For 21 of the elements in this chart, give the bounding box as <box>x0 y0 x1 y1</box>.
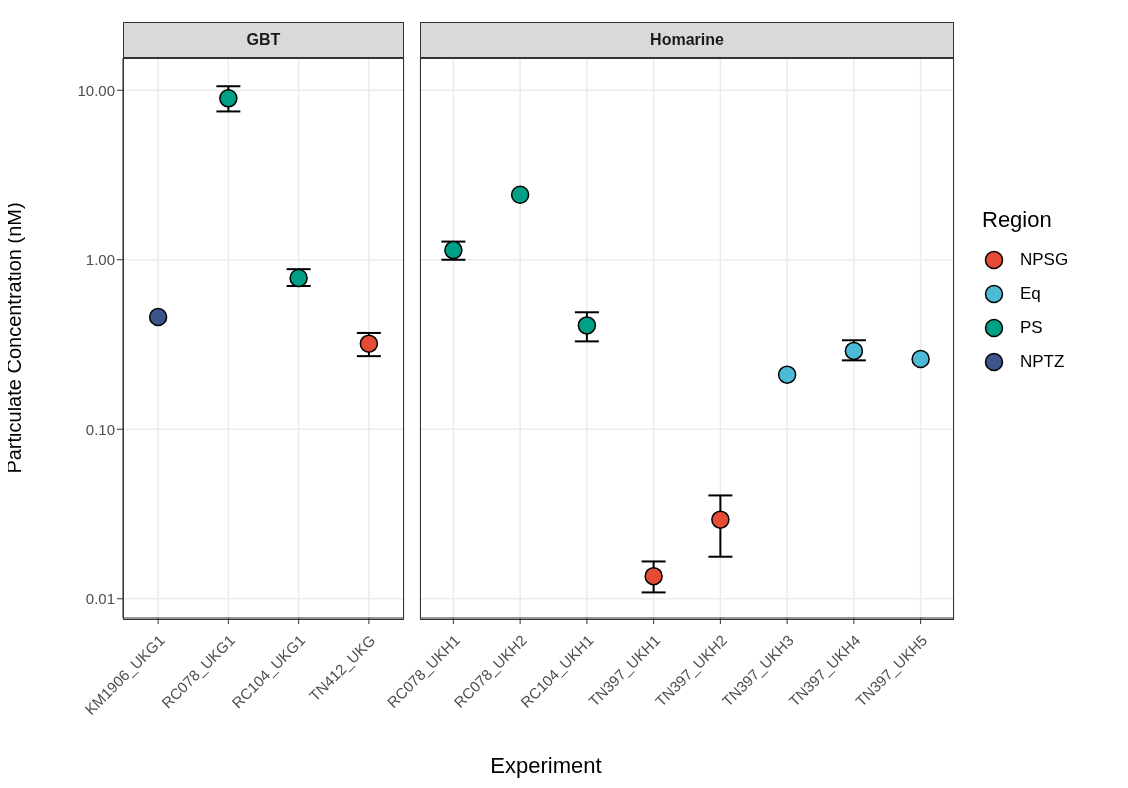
chart-title: GBT <box>123 22 404 58</box>
y-tick-label: 0.01 <box>85 590 115 608</box>
point <box>359 334 379 353</box>
point <box>219 89 238 108</box>
point <box>577 316 597 335</box>
legend-title: Region <box>982 207 1053 233</box>
x-axis-title: Experiment <box>489 753 603 779</box>
point <box>911 349 930 369</box>
y-tick-label: 10.00 <box>77 81 115 99</box>
legend-label: NPSG <box>1020 250 1069 270</box>
point <box>777 365 797 384</box>
point <box>644 566 663 586</box>
point <box>148 307 168 327</box>
y-tick-label: 1.00 <box>85 251 115 269</box>
legend-label: PS <box>1020 318 1043 338</box>
legend-label: NPTZ <box>1020 352 1065 372</box>
legend-label: Eq <box>1020 284 1041 304</box>
point <box>510 185 530 204</box>
chart-title: Homarine <box>420 22 954 58</box>
y-tick-label: 0.10 <box>85 420 115 438</box>
point <box>711 510 730 529</box>
